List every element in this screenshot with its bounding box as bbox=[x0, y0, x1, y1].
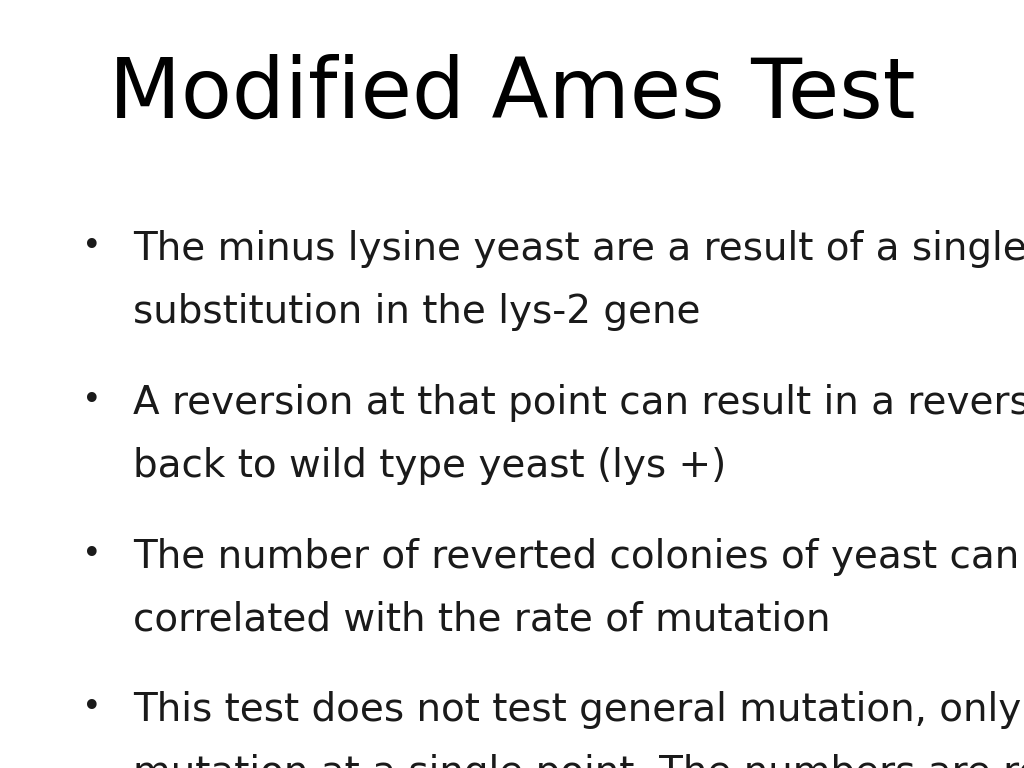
Text: back to wild type yeast (lys +): back to wild type yeast (lys +) bbox=[133, 447, 726, 485]
Text: Modified Ames Test: Modified Ames Test bbox=[109, 54, 915, 134]
Text: •: • bbox=[82, 384, 102, 417]
Text: The minus lysine yeast are a result of a single: The minus lysine yeast are a result of a… bbox=[133, 230, 1024, 268]
Text: substitution in the lys-2 gene: substitution in the lys-2 gene bbox=[133, 293, 700, 331]
Text: correlated with the rate of mutation: correlated with the rate of mutation bbox=[133, 601, 830, 638]
Text: This test does not test general mutation, only: This test does not test general mutation… bbox=[133, 691, 1021, 729]
Text: The number of reverted colonies of yeast can be: The number of reverted colonies of yeast… bbox=[133, 538, 1024, 575]
Text: •: • bbox=[82, 538, 102, 571]
Text: •: • bbox=[82, 230, 102, 263]
Text: A reversion at that point can result in a reversion: A reversion at that point can result in … bbox=[133, 384, 1024, 422]
Text: •: • bbox=[82, 691, 102, 724]
Text: mutation at a single point. The numbers are relative: mutation at a single point. The numbers … bbox=[133, 754, 1024, 768]
